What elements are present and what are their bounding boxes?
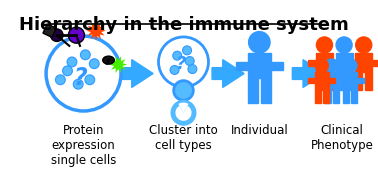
Text: Cluster into
cell types: Cluster into cell types: [149, 124, 218, 152]
Circle shape: [81, 50, 90, 60]
FancyBboxPatch shape: [325, 88, 330, 103]
Text: Individual: Individual: [231, 124, 288, 137]
Text: Hierarchy in the immune system: Hierarchy in the immune system: [19, 16, 349, 34]
Circle shape: [356, 37, 372, 53]
FancyBboxPatch shape: [353, 60, 361, 66]
Polygon shape: [86, 21, 106, 41]
FancyBboxPatch shape: [343, 88, 349, 103]
FancyBboxPatch shape: [248, 78, 257, 103]
FancyBboxPatch shape: [316, 72, 323, 90]
FancyBboxPatch shape: [316, 53, 333, 72]
Circle shape: [174, 81, 193, 100]
Ellipse shape: [103, 56, 114, 64]
FancyBboxPatch shape: [328, 60, 336, 66]
Circle shape: [85, 75, 95, 85]
FancyBboxPatch shape: [365, 72, 372, 90]
FancyBboxPatch shape: [248, 53, 271, 78]
FancyArrow shape: [121, 60, 153, 87]
FancyBboxPatch shape: [336, 72, 343, 90]
FancyBboxPatch shape: [333, 88, 339, 103]
FancyBboxPatch shape: [315, 88, 321, 103]
Circle shape: [185, 57, 194, 66]
Wedge shape: [172, 103, 195, 124]
FancyBboxPatch shape: [345, 72, 353, 90]
Circle shape: [51, 29, 63, 41]
FancyBboxPatch shape: [355, 53, 372, 72]
FancyArrow shape: [292, 60, 324, 87]
Circle shape: [73, 79, 83, 89]
FancyBboxPatch shape: [357, 78, 364, 83]
FancyBboxPatch shape: [308, 78, 315, 83]
FancyBboxPatch shape: [308, 60, 316, 66]
Text: Protein
expression
single cells: Protein expression single cells: [51, 124, 116, 167]
FancyBboxPatch shape: [352, 88, 357, 103]
FancyBboxPatch shape: [333, 60, 341, 66]
Circle shape: [68, 27, 84, 43]
FancyBboxPatch shape: [318, 78, 325, 83]
Polygon shape: [110, 56, 127, 73]
Circle shape: [316, 37, 333, 53]
FancyBboxPatch shape: [261, 78, 271, 103]
Circle shape: [183, 46, 192, 55]
Circle shape: [46, 36, 121, 111]
Circle shape: [325, 59, 338, 72]
Circle shape: [336, 37, 352, 53]
FancyBboxPatch shape: [271, 62, 282, 70]
Circle shape: [67, 57, 77, 67]
Circle shape: [173, 51, 182, 60]
Text: ?: ?: [175, 55, 186, 73]
FancyBboxPatch shape: [336, 53, 353, 72]
FancyBboxPatch shape: [372, 60, 378, 66]
Circle shape: [315, 59, 328, 72]
Polygon shape: [43, 24, 56, 37]
Circle shape: [344, 59, 357, 72]
FancyBboxPatch shape: [236, 62, 248, 70]
FancyBboxPatch shape: [315, 72, 329, 88]
Circle shape: [170, 66, 179, 74]
Wedge shape: [175, 106, 192, 121]
Text: ?: ?: [73, 66, 87, 90]
FancyBboxPatch shape: [329, 78, 335, 83]
Circle shape: [188, 65, 197, 73]
Circle shape: [89, 59, 99, 69]
Circle shape: [63, 66, 73, 76]
FancyBboxPatch shape: [337, 78, 343, 83]
FancyBboxPatch shape: [355, 72, 363, 90]
FancyBboxPatch shape: [343, 72, 357, 88]
Circle shape: [249, 32, 270, 53]
FancyBboxPatch shape: [326, 72, 333, 90]
Text: Clinical
Phenotype: Clinical Phenotype: [311, 124, 374, 152]
Circle shape: [158, 37, 209, 87]
FancyBboxPatch shape: [339, 78, 345, 83]
FancyBboxPatch shape: [323, 88, 329, 103]
FancyBboxPatch shape: [347, 60, 355, 66]
Circle shape: [56, 75, 65, 85]
FancyBboxPatch shape: [325, 72, 339, 88]
Circle shape: [172, 101, 195, 124]
FancyArrow shape: [212, 60, 244, 87]
